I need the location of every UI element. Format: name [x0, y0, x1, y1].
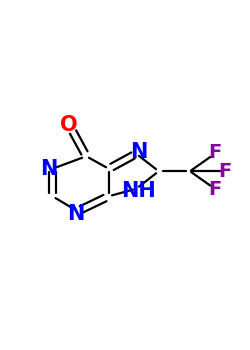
Text: O: O [60, 115, 78, 135]
Text: F: F [208, 180, 222, 199]
Text: NH: NH [122, 181, 156, 201]
Text: F: F [208, 144, 222, 162]
Text: N: N [40, 159, 58, 179]
Text: N: N [68, 204, 85, 224]
Text: N: N [130, 142, 148, 162]
Text: F: F [218, 162, 232, 181]
